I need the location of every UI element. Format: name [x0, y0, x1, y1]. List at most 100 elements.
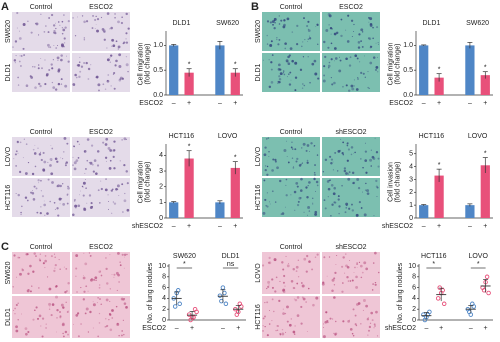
texture-dot — [116, 184, 120, 188]
texture-dot — [119, 160, 121, 162]
micrograph — [262, 252, 320, 294]
texture-dot — [376, 186, 379, 189]
texture-dot — [327, 64, 331, 68]
texture-dot — [111, 274, 113, 275]
texture-dot — [80, 190, 81, 192]
texture-dot — [325, 29, 329, 32]
texture-dot — [61, 20, 64, 23]
texture-dot — [278, 38, 281, 41]
texture-dot — [95, 75, 99, 79]
texture-dot — [42, 168, 46, 172]
texture-dot — [14, 312, 16, 315]
texture-dot — [342, 154, 345, 156]
texture-dot — [328, 14, 332, 18]
texture-dot — [333, 60, 335, 62]
texture-dot — [95, 15, 97, 18]
texture-dot — [357, 77, 359, 79]
panel-label: C — [1, 241, 9, 253]
column-label: ESCO2 — [89, 129, 113, 136]
texture-dot — [308, 260, 311, 263]
texture-dot — [66, 142, 69, 145]
texture-dot — [301, 284, 305, 288]
texture-dot — [281, 328, 284, 331]
texture-dot — [337, 195, 340, 198]
texture-dot — [284, 206, 286, 208]
texture-dot — [345, 207, 347, 209]
texture-dot — [284, 285, 286, 287]
texture-dot — [45, 25, 47, 27]
texture-dot — [101, 28, 105, 31]
texture-dot — [50, 314, 53, 317]
texture-dot — [296, 296, 300, 299]
texture-dot — [83, 37, 85, 39]
texture-dot — [361, 45, 364, 48]
texture-dot — [331, 28, 333, 30]
texture-dot — [295, 160, 298, 163]
texture-dot — [19, 141, 22, 144]
significance: * — [234, 154, 237, 161]
texture-dot — [109, 28, 111, 30]
texture-dot — [305, 149, 308, 152]
texture-dot — [303, 211, 305, 213]
texture-dot — [46, 276, 49, 278]
texture-dot — [120, 21, 124, 25]
texture-dot — [88, 194, 92, 197]
texture-dot — [328, 67, 330, 69]
group-label: LOVO — [468, 133, 488, 140]
texture-dot — [97, 335, 100, 338]
micrograph — [262, 137, 320, 176]
texture-dot — [272, 158, 275, 161]
texture-dot — [374, 251, 377, 255]
texture-dot — [105, 257, 107, 259]
texture-dot — [92, 170, 95, 173]
texture-dot — [19, 65, 22, 67]
texture-dot — [60, 83, 63, 85]
texture-dot — [111, 212, 113, 214]
x-tick-label: + — [187, 223, 191, 230]
bar — [169, 202, 179, 218]
texture-dot — [339, 59, 342, 62]
x-tick-label: + — [236, 325, 240, 332]
texture-dot — [353, 85, 355, 87]
texture-dot — [323, 65, 326, 68]
texture-dot — [264, 165, 267, 167]
texture-dot — [367, 71, 369, 73]
texture-dot — [102, 141, 105, 144]
texture-dot — [50, 145, 52, 146]
texture-dot — [270, 81, 274, 84]
texture-dot — [57, 70, 60, 73]
significance: * — [438, 67, 441, 74]
significance: * — [234, 62, 237, 69]
texture-dot — [73, 198, 76, 201]
texture-dot — [334, 151, 337, 154]
texture-dot — [15, 165, 17, 167]
texture-dot — [317, 77, 320, 80]
texture-dot — [287, 55, 290, 59]
texture-dot — [301, 45, 303, 48]
texture-dot — [307, 38, 309, 40]
texture-dot — [55, 22, 57, 24]
texture-dot — [117, 273, 120, 277]
y-tick-label: 5 — [409, 151, 413, 158]
texture-dot — [356, 267, 358, 268]
texture-dot — [296, 314, 300, 317]
texture-dot — [94, 27, 96, 29]
texture-dot — [374, 283, 377, 286]
y-tick-label: 4 — [159, 152, 163, 159]
texture-dot — [268, 85, 272, 89]
texture-dot — [89, 206, 93, 209]
texture-dot — [77, 335, 80, 338]
texture-dot — [21, 313, 23, 315]
texture-dot — [264, 198, 267, 202]
texture-dot — [286, 264, 290, 268]
texture-dot — [123, 253, 127, 257]
texture-dot — [77, 16, 78, 18]
texture-dot — [338, 212, 340, 215]
texture-dot — [295, 181, 299, 185]
texture-dot — [333, 332, 335, 335]
texture-dot — [93, 159, 97, 162]
texture-dot — [286, 17, 290, 21]
texture-dot — [330, 162, 333, 165]
texture-dot — [266, 205, 269, 208]
texture-dot — [65, 267, 68, 270]
